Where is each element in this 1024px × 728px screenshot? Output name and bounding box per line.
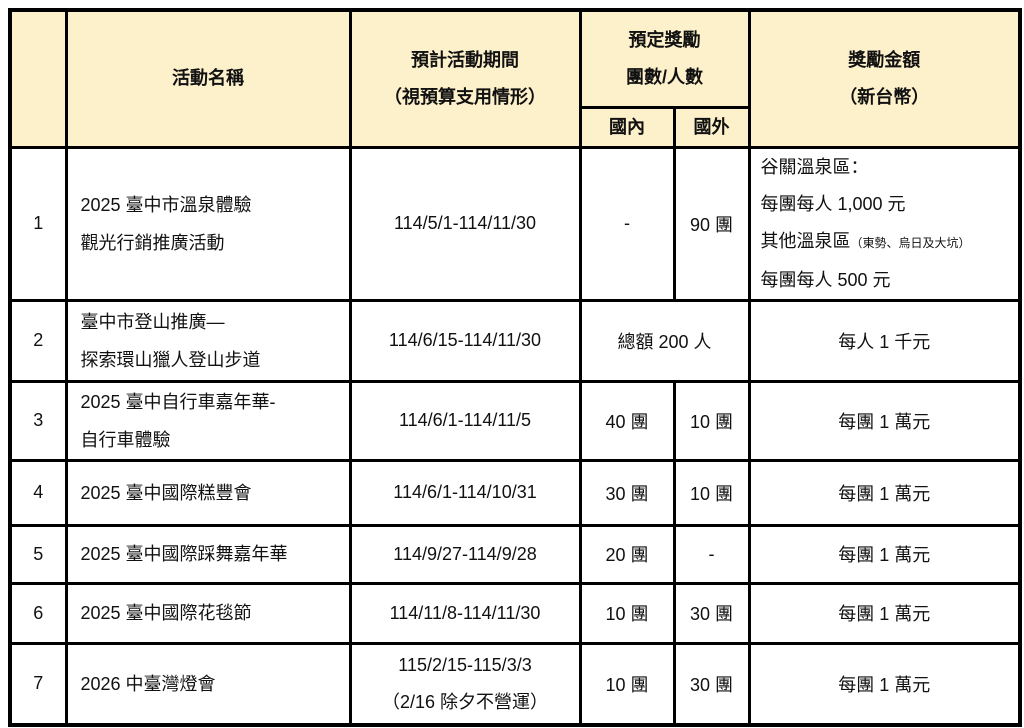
- table-row: 7 2026 中臺灣燈會 115/2/15-115/3/3 （2/16 除夕不營…: [8, 641, 1022, 727]
- reward-amount-line: 谷關溫泉區：: [760, 156, 869, 177]
- activity-name-line: 2025 臺中市溫泉體驗: [80, 194, 252, 215]
- header-domestic: 國內: [578, 105, 676, 149]
- domestic-quota-cell: 40 團: [578, 379, 676, 462]
- row-number-cell: 6: [8, 581, 68, 645]
- period-cell: 114/6/15-114/11/30: [348, 298, 582, 383]
- table-row: 5 2025 臺中國際踩舞嘉年華 114/9/27-114/9/28 20 團 …: [8, 523, 1022, 585]
- domestic-quota-cell: 30 團: [578, 458, 676, 527]
- period-line: 115/2/15-115/3/3: [398, 654, 532, 675]
- activity-name-cell: 2025 臺中市溫泉體驗 觀光行銷推廣活動: [64, 145, 352, 302]
- table-row: 6 2025 臺中國際花毯節 114/11/8-114/11/30 10 團 3…: [8, 581, 1022, 645]
- header-reward-quota-line1: 預定獎勵: [628, 29, 701, 50]
- domestic-quota-cell: -: [578, 145, 676, 302]
- table-row: 1 2025 臺中市溫泉體驗 觀光行銷推廣活動 114/5/1-114/11/3…: [8, 145, 1022, 302]
- header-period-line2: （視預算支用情形）: [384, 86, 546, 107]
- row-number-cell: 2: [8, 298, 68, 383]
- table-row: 4 2025 臺中國際糕豐會 114/6/1-114/10/31 30 團 10…: [8, 458, 1022, 527]
- amount-cell: 每團 1 萬元: [747, 581, 1022, 645]
- amount-cell: 每團 1 萬元: [747, 379, 1022, 462]
- period-cell: 114/11/8-114/11/30: [348, 581, 582, 645]
- header-activity-name: 活動名稱: [64, 8, 352, 149]
- foreign-quota-cell: 30 團: [672, 641, 751, 727]
- header-reward-quota-line2: 團數/人數: [626, 66, 704, 87]
- amount-cell: 每團 1 萬元: [747, 641, 1022, 727]
- header-amount-line2: （新台幣）: [839, 86, 930, 107]
- activity-name-line: 2025 臺中國際糕豐會: [80, 482, 252, 503]
- domestic-quota-cell: 10 團: [578, 641, 676, 727]
- header-period-line1: 預計活動期間: [411, 49, 519, 70]
- activity-name-line: 探索環山獵人登山步道: [80, 349, 261, 370]
- activity-name-line: 2025 臺中國際花毯節: [80, 603, 252, 623]
- activity-name-line: 臺中市登山推廣—: [80, 311, 225, 332]
- activity-name-cell: 臺中市登山推廣— 探索環山獵人登山步道: [64, 298, 352, 383]
- amount-cell: 每人 1 千元: [747, 298, 1022, 383]
- activity-name-cell: 2025 臺中國際花毯節: [64, 581, 352, 645]
- header-foreign: 國外: [672, 105, 751, 149]
- amount-cell: 谷關溫泉區： 每團每人 1,000 元 其他溫泉區（東勢、烏日及大坑） 每團每人…: [747, 145, 1022, 302]
- activity-name-cell: 2026 中臺灣燈會: [64, 641, 352, 727]
- domestic-quota-cell: 10 團: [578, 581, 676, 645]
- activity-name-line: 2025 臺中自行車嘉年華-: [80, 391, 276, 412]
- table-row: 2 臺中市登山推廣— 探索環山獵人登山步道 114/6/15-114/11/30…: [8, 298, 1022, 383]
- row-number-cell: 1: [8, 145, 68, 302]
- row-number-cell: 4: [8, 458, 68, 527]
- activity-name-line: 2025 臺中國際踩舞嘉年華: [80, 544, 288, 564]
- row-number-cell: 7: [8, 641, 68, 727]
- header-index-cell: [8, 8, 68, 149]
- total-quota-cell: 總額 200 人: [578, 298, 751, 383]
- foreign-quota-cell: 30 團: [672, 581, 751, 645]
- period-cell: 114/5/1-114/11/30: [348, 145, 582, 302]
- header-period: 預計活動期間 （視預算支用情形）: [348, 8, 582, 149]
- activity-name-cell: 2025 臺中自行車嘉年華- 自行車體驗: [64, 379, 352, 462]
- activity-name-cell: 2025 臺中國際踩舞嘉年華: [64, 523, 352, 585]
- reward-amount-line: 每團每人 500 元: [760, 269, 891, 290]
- header-amount: 獎勵金額 （新台幣）: [747, 8, 1022, 149]
- row-number-cell: 3: [8, 379, 68, 462]
- foreign-quota-cell: 10 團: [672, 458, 751, 527]
- reward-amount-note: （東勢、烏日及大坑）: [850, 235, 971, 250]
- header-row: 活動名稱 預計活動期間 （視預算支用情形） 預定獎勵 團數/人數 獎勵金額 （新…: [8, 8, 1022, 149]
- period-cell: 115/2/15-115/3/3 （2/16 除夕不營運）: [348, 641, 582, 727]
- reward-amount-line: 其他溫泉區（東勢、烏日及大坑）: [760, 223, 1018, 262]
- foreign-quota-cell: -: [672, 523, 751, 585]
- reward-amount-main: 其他溫泉區: [760, 230, 851, 251]
- activity-name-cell: 2025 臺中國際糕豐會: [64, 458, 352, 527]
- foreign-quota-cell: 10 團: [672, 379, 751, 462]
- table-row: 3 2025 臺中自行車嘉年華- 自行車體驗 114/6/1-114/11/5 …: [8, 379, 1022, 462]
- foreign-quota-cell: 90 團: [672, 145, 751, 302]
- header-amount-line1: 獎勵金額: [848, 49, 921, 70]
- amount-cell: 每團 1 萬元: [747, 523, 1022, 585]
- period-cell: 114/9/27-114/9/28: [348, 523, 582, 585]
- period-cell: 114/6/1-114/11/5: [348, 379, 582, 462]
- row-number-cell: 5: [8, 523, 68, 585]
- activity-name-line: 自行車體驗: [80, 429, 171, 450]
- activity-name-line: 2026 中臺灣燈會: [80, 673, 216, 694]
- period-cell: 114/6/1-114/10/31: [348, 458, 582, 527]
- activity-reward-table: 活動名稱 預計活動期間 （視預算支用情形） 預定獎勵 團數/人數 獎勵金額 （新…: [8, 8, 1023, 727]
- header-reward-quota: 預定獎勵 團數/人數: [578, 8, 751, 109]
- period-line: （2/16 除夕不營運）: [381, 691, 549, 712]
- activity-name-line: 觀光行銷推廣活動: [80, 232, 225, 253]
- amount-cell: 每團 1 萬元: [747, 458, 1022, 527]
- header-activity-name-label: 活動名稱: [172, 68, 244, 89]
- domestic-quota-cell: 20 團: [578, 523, 676, 585]
- reward-amount-line: 每團每人 1,000 元: [760, 193, 906, 214]
- header-subrow: 國內 國外: [10, 105, 1020, 149]
